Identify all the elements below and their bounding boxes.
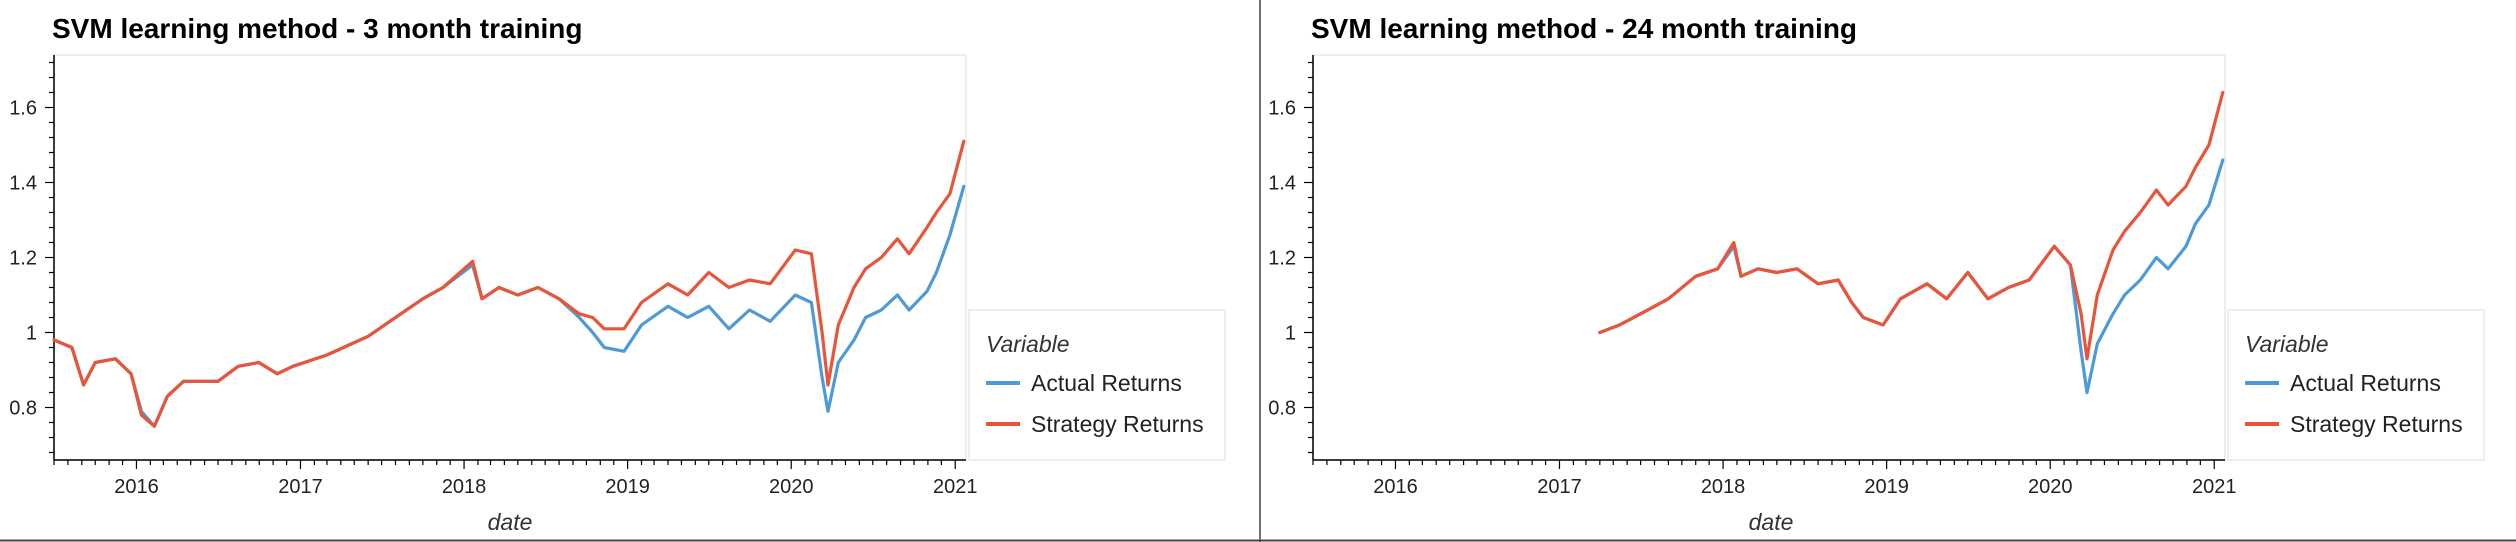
y-axis: 0.8 1 1.2 1.4 1.6 — [9, 55, 55, 460]
y-tick-label: 1.2 — [1268, 248, 1296, 270]
y-tick-label: 0.8 — [1268, 398, 1296, 420]
y-tick-label: 1.2 — [9, 248, 37, 270]
series-layer — [1598, 90, 2225, 395]
series-line-strategy-returns — [52, 139, 966, 428]
series-layer — [52, 139, 966, 428]
legend[interactable]: Variable Actual Returns Strategy Returns — [2227, 309, 2485, 461]
x-tick-label: 2017 — [278, 476, 323, 498]
x-tick-label: 2018 — [442, 476, 487, 498]
x-tick-label: 2018 — [1701, 476, 1746, 498]
x-tick-label: 2017 — [1537, 476, 1582, 498]
x-tick-label: 2019 — [1864, 476, 1909, 498]
series-line-actual-returns — [52, 184, 966, 428]
x-axis: 2016 2017 2018 2019 2020 2021 — [1312, 459, 2237, 498]
x-tick-label: 2020 — [2028, 476, 2073, 498]
chart-panel-3-month: SVM learning method - 3 month training 0… — [9, 13, 1226, 535]
legend-label-strategy-returns: Strategy Returns — [1031, 411, 1204, 437]
legend-title: Variable — [986, 331, 1070, 357]
y-axis: 0.8 1 1.2 1.4 1.6 — [1268, 55, 1314, 460]
y-tick-label: 1.6 — [9, 98, 37, 120]
y-tick-label: 0.8 — [9, 398, 37, 420]
legend[interactable]: Variable Actual Returns Strategy Returns — [968, 309, 1226, 461]
legend-label-actual-returns: Actual Returns — [2290, 370, 2441, 396]
legend-title: Variable — [2245, 331, 2329, 357]
x-tick-label: 2020 — [769, 476, 814, 498]
x-axis-label: date — [1749, 509, 1794, 535]
x-tick-label: 2019 — [605, 476, 650, 498]
chart-title: SVM learning method - 3 month training — [52, 13, 582, 44]
y-tick-label: 1 — [1285, 323, 1296, 345]
x-tick-label: 2021 — [2192, 476, 2237, 498]
legend-label-strategy-returns: Strategy Returns — [2290, 411, 2463, 437]
legend-label-actual-returns: Actual Returns — [1031, 370, 1182, 396]
y-tick-label: 1 — [26, 323, 37, 345]
x-tick-label: 2016 — [114, 476, 159, 498]
y-tick-label: 1.4 — [9, 173, 37, 195]
plot-frame — [1312, 54, 2226, 461]
x-axis-label: date — [488, 509, 533, 535]
x-tick-label: 2021 — [933, 476, 978, 498]
x-axis: 2016 2017 2018 2019 2020 2021 — [53, 459, 978, 498]
legend-box — [968, 309, 1226, 461]
y-tick-label: 1.4 — [1268, 173, 1296, 195]
chart-title: SVM learning method - 24 month training — [1311, 13, 1857, 44]
chart-panel-24-month: SVM learning method - 24 month training … — [1268, 13, 2485, 535]
x-tick-label: 2016 — [1373, 476, 1418, 498]
y-tick-label: 1.6 — [1268, 98, 1296, 120]
series-line-strategy-returns — [1598, 90, 2225, 361]
